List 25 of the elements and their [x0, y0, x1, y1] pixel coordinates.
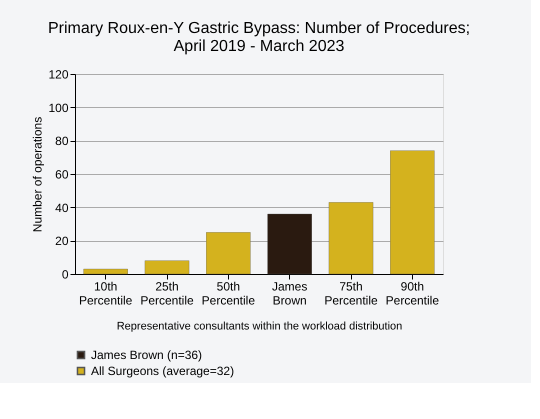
- bar: [390, 150, 435, 274]
- bar: [267, 214, 312, 274]
- y-tick-label: 100: [48, 100, 69, 115]
- x-axis-title: Representative consultants within the workload distribution: [116, 320, 402, 332]
- x-tick-label: 90th Percentile: [386, 280, 440, 308]
- y-tick-label: 120: [48, 68, 69, 82]
- bar: [328, 202, 374, 274]
- y-tick-label: 0: [62, 268, 69, 282]
- text: April 2019 - March 2023: [174, 38, 344, 55]
- text: Primary Roux-en-Y Gastric Bypass: Number of Procedures;: [48, 20, 470, 37]
- legend-label: All Surgeons (average=32): [91, 364, 234, 378]
- y-axis-title: Number of operations: [30, 116, 44, 232]
- x-tick-label: 50th Percentile: [202, 280, 256, 308]
- x-tick-label: James Brown: [272, 280, 308, 308]
- x-tick-label: 75th Percentile: [324, 280, 378, 308]
- y-tick-label: 20: [55, 234, 69, 248]
- y-tick-label: 80: [55, 134, 69, 148]
- legend-label: James Brown (n=36): [91, 348, 202, 362]
- x-tick-label: 10th Percentile: [78, 280, 133, 308]
- y-tick-label: 40: [55, 200, 69, 215]
- bar: [144, 260, 190, 274]
- y-tick-label: 60: [55, 168, 69, 182]
- bar: [206, 232, 251, 274]
- x-tick-label: 25th Percentile: [140, 280, 194, 308]
- bar: [83, 268, 128, 274]
